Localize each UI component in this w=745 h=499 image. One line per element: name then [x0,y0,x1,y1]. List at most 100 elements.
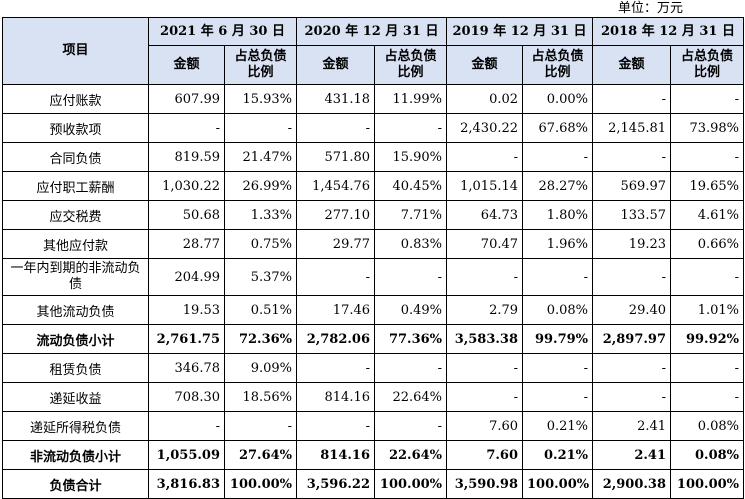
cell: - [296,113,376,143]
cell: 0.66% [670,229,745,259]
cell: - [223,411,298,441]
period-header-2019-12-31: 2019 年 12 月 31 日 [446,17,594,46]
period-header-2018-12-31: 2018 年 12 月 31 日 [592,17,745,46]
cell: - [296,411,376,441]
row-label: 应付职工薪酬 [2,171,149,201]
cell: 133.57 [592,200,672,230]
cell: 814.16 [296,440,376,470]
cell: 2,145.81 [592,113,672,143]
cell: 2.41 [592,411,672,441]
cell: 1,454.76 [296,171,376,201]
cell: 0.49% [374,295,448,325]
row-label: 预收款项 [2,113,149,143]
table-row: 一年内到期的非流动负债 204.99 5.37% - - - - - - [2,258,745,296]
row-label: 应付账款 [2,84,149,114]
cell: 569.97 [592,171,672,201]
cell: 29.77 [296,229,376,259]
cell: 0.02 [446,84,524,114]
row-label: 负债合计 [2,469,149,499]
cell: 2,897.97 [592,324,672,354]
cell: 0.21% [522,440,594,470]
table-row: 递延收益 708.30 18.56% 814.16 22.64% - - - - [2,382,745,412]
row-label: 递延所得税负债 [2,411,149,441]
table-row: 租赁负债 346.78 9.09% - - - - - - [2,353,745,383]
row-label: 应交税费 [2,200,149,230]
cell: 0.75% [223,229,298,259]
row-label: 租赁负债 [2,353,149,383]
cell: - [374,411,448,441]
cell: 1,030.22 [148,171,225,201]
cell: - [446,382,524,412]
cell: 70.47 [446,229,524,259]
cell: 204.99 [148,258,225,296]
cell: 3,583.38 [446,324,524,354]
liability-table: 项目 2021 年 6 月 30 日 2020 年 12 月 31 日 2019… [2,17,745,499]
cell: - [148,113,225,143]
cell: 11.99% [374,84,448,114]
cell: 19.53 [148,295,225,325]
cell: 0.00% [522,84,594,114]
cell: 100.00% [223,469,298,499]
amount-header: 金额 [446,45,524,85]
cell: - [592,382,672,412]
cell: 67.68% [522,113,594,143]
cell: 0.08% [670,411,745,441]
table-row: 应付职工薪酬 1,030.22 26.99% 1,454.76 40.45% 1… [2,171,745,201]
cell: - [522,382,594,412]
amount-header: 金额 [148,45,225,85]
cell: 15.90% [374,142,448,172]
cell: 0.83% [374,229,448,259]
cell: 72.36% [223,324,298,354]
cell: - [522,353,594,383]
cell: - [670,382,745,412]
cell: 15.93% [223,84,298,114]
cell: 27.64% [223,440,298,470]
cell: - [670,258,745,296]
cell: 77.36% [374,324,448,354]
cell: - [670,353,745,383]
cell: 2.79 [446,295,524,325]
cell: 99.92% [670,324,745,354]
cell: 346.78 [148,353,225,383]
cell: - [592,353,672,383]
cell: 21.47% [223,142,298,172]
cell: 40.45% [374,171,448,201]
table-row: 应交税费 50.68 1.33% 277.10 7.71% 64.73 1.80… [2,200,745,230]
cell: 7.60 [446,440,524,470]
cell: 1,055.09 [148,440,225,470]
cell: - [522,258,594,296]
cell: 100.00% [374,469,448,499]
row-label: 合同负债 [2,142,149,172]
cell: 0.51% [223,295,298,325]
cell: 29.40 [592,295,672,325]
cell: 19.23 [592,229,672,259]
period-header-2020-12-31: 2020 年 12 月 31 日 [296,17,448,46]
item-header: 项目 [2,17,149,85]
cell: 5.37% [223,258,298,296]
cell: 50.68 [148,200,225,230]
unit-label: 单位：万元 [617,1,683,16]
cell: 26.99% [223,171,298,201]
period-header-2021-06-30: 2021 年 6 月 30 日 [147,17,298,46]
cell: 7.60 [446,411,524,441]
table-row: 递延所得税负债 - - - - 7.60 0.21% 2.41 0.08% [2,411,745,441]
amount-header: 金额 [592,45,672,85]
cell: - [670,84,745,114]
cell: - [223,113,298,143]
cell: - [670,142,745,172]
cell: 3,590.98 [446,469,524,499]
cell: - [592,84,672,114]
cell: 1.01% [670,295,745,325]
cell: 28.27% [522,171,594,201]
cell: 64.73 [446,200,524,230]
cell: 0.21% [522,411,594,441]
cell: 22.64% [374,382,448,412]
cell: 1.96% [522,229,594,259]
table-row-subtotal: 非流动负债小计 1,055.09 27.64% 814.16 22.64% 7.… [2,440,745,470]
table-row: 合同负债 819.59 21.47% 571.80 15.90% - - - - [2,142,745,172]
table-row-total: 负债合计 3,816.83 100.00% 3,596.22 100.00% 3… [2,469,745,499]
cell: 9.09% [223,353,298,383]
cell: - [592,258,672,296]
table-row-subtotal: 流动负债小计 2,761.75 72.36% 2,782.06 77.36% 3… [2,324,745,354]
cell: 1.80% [522,200,594,230]
